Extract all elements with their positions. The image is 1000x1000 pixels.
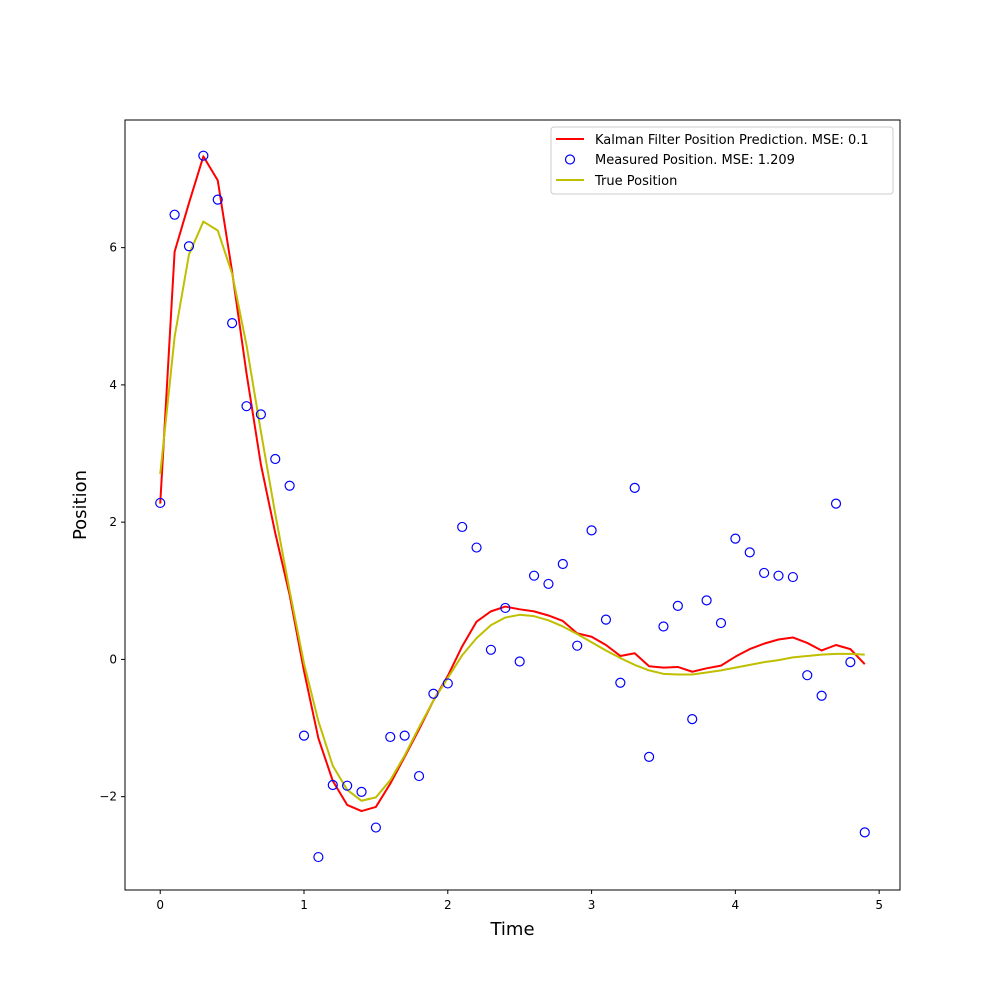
measured-point	[687, 714, 698, 725]
legend-measured-swatch	[564, 154, 576, 165]
measured-point	[744, 547, 755, 558]
y-tick-label: 4	[109, 378, 117, 392]
measured-point	[802, 670, 813, 681]
legend-measured-label: Measured Position. MSE: 1.209	[595, 153, 795, 168]
x-tick-label: 4	[732, 898, 740, 912]
measured-point	[270, 453, 281, 465]
measured-point	[471, 542, 482, 553]
measured-point	[859, 827, 870, 838]
measured-point	[557, 558, 568, 570]
legend-kalman-label: Kalman Filter Position Prediction. MSE: …	[595, 133, 869, 148]
measured-point	[672, 600, 683, 611]
measured-point	[514, 656, 525, 667]
x-tick-label: 2	[444, 898, 452, 912]
measured-point	[528, 570, 540, 581]
measured-point	[399, 730, 410, 741]
measured-point	[198, 150, 209, 161]
x-axis-label: Time	[489, 919, 534, 940]
true-position-line	[159, 220, 865, 802]
measured-point	[730, 533, 741, 544]
y-tick-label: −2	[99, 790, 117, 804]
measured-point	[773, 570, 784, 581]
measured-point	[212, 194, 223, 205]
x-tick-label: 5	[875, 898, 883, 912]
y-axis-label: Position	[70, 470, 91, 540]
kalman-prediction-line	[159, 155, 866, 813]
legend: Kalman Filter Position Prediction. MSE: …	[550, 126, 894, 195]
measured-point	[787, 571, 798, 583]
measured-point	[241, 401, 252, 412]
measured-point	[572, 640, 583, 651]
measured-point	[500, 602, 511, 614]
measured-point	[629, 482, 640, 493]
measured-point	[169, 209, 180, 220]
measured-point	[615, 677, 626, 688]
x-axis-ticks: 0 1 2 3 4 5	[156, 890, 883, 912]
measured-point	[457, 521, 468, 533]
measured-point	[586, 525, 597, 536]
measured-point	[356, 786, 367, 797]
series-layer	[155, 150, 870, 863]
measured-point	[284, 480, 295, 491]
measured-point	[816, 690, 827, 701]
measured-point	[413, 770, 425, 782]
measured-point	[313, 851, 324, 863]
y-axis-ticks: −2 0 2 4 6	[99, 241, 125, 804]
y-tick-label: 0	[109, 652, 117, 666]
plot-frame	[124, 119, 901, 891]
measured-point	[227, 318, 238, 329]
measured-point	[701, 595, 712, 606]
measured-point	[385, 731, 396, 743]
measured-point	[342, 780, 353, 791]
measured-point	[428, 688, 439, 699]
measured-point	[327, 779, 338, 791]
legend-box	[550, 126, 894, 195]
measured-point	[370, 822, 381, 833]
measured-point	[543, 578, 554, 590]
x-tick-label: 0	[156, 898, 164, 912]
measured-point	[255, 409, 266, 420]
measured-point	[155, 497, 166, 509]
measured-point	[658, 621, 669, 632]
legend-true-label: True Position	[594, 174, 677, 189]
measured-point	[600, 614, 612, 625]
measured-point	[298, 730, 310, 741]
x-tick-label: 1	[300, 898, 308, 912]
measured-point	[715, 617, 727, 629]
measured-point	[759, 567, 770, 579]
measured-point	[643, 751, 655, 762]
measured-point	[183, 241, 195, 252]
measured-point	[485, 644, 497, 655]
measured-point	[845, 657, 856, 668]
y-tick-label: 6	[109, 241, 117, 255]
measured-point	[830, 498, 842, 509]
x-tick-label: 3	[588, 898, 596, 912]
y-tick-label: 2	[109, 515, 117, 529]
measured-point	[442, 678, 453, 689]
